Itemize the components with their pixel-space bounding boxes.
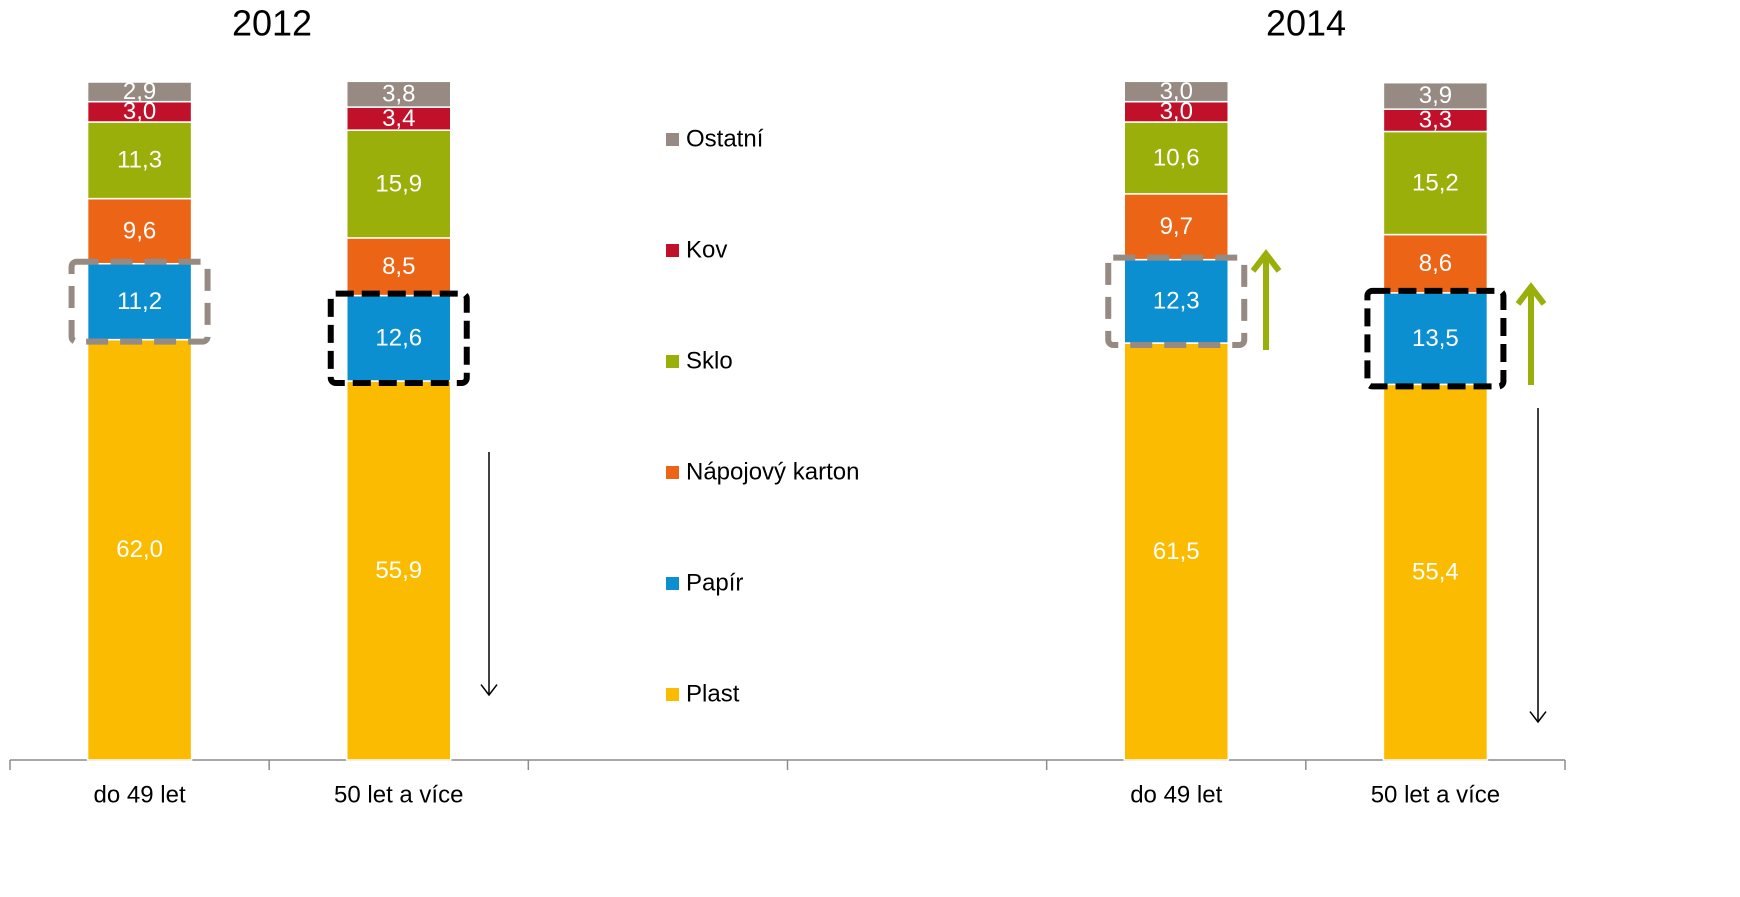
x-tick-label: do 49 let bbox=[1130, 781, 1222, 808]
data-label: 8,5 bbox=[382, 253, 415, 280]
legend-label: Papír bbox=[686, 569, 743, 596]
highlight-box bbox=[1105, 254, 1248, 349]
data-label: 15,2 bbox=[1412, 169, 1459, 196]
legend-swatch bbox=[666, 577, 679, 590]
data-label: 10,6 bbox=[1153, 144, 1200, 171]
data-label: 11,3 bbox=[117, 147, 162, 174]
bar-segment bbox=[86, 121, 193, 200]
legend-label: Ostatní bbox=[686, 125, 764, 152]
highlight-box bbox=[327, 290, 470, 386]
bar-segment bbox=[86, 81, 193, 103]
bar-segment bbox=[346, 80, 452, 108]
data-label: 11,2 bbox=[117, 288, 162, 315]
data-label: 3,4 bbox=[382, 105, 415, 132]
group-title: 2014 bbox=[1266, 3, 1346, 44]
bar-segment bbox=[1382, 81, 1489, 110]
bar-segment bbox=[1382, 130, 1489, 236]
data-label: 3,8 bbox=[382, 81, 415, 108]
arrow-head bbox=[1529, 711, 1547, 724]
legend-swatch bbox=[666, 133, 679, 146]
data-label: 2,9 bbox=[123, 78, 156, 105]
data-label: 9,7 bbox=[1160, 213, 1193, 240]
data-label: 9,6 bbox=[123, 218, 156, 245]
data-label: 12,3 bbox=[1153, 288, 1200, 315]
bar-segment bbox=[86, 338, 193, 761]
arrow-head bbox=[1515, 282, 1547, 306]
bar-segment bbox=[346, 380, 452, 761]
bar-segment bbox=[1123, 80, 1229, 103]
bar-segment bbox=[346, 129, 452, 239]
bar-segment bbox=[1123, 342, 1229, 761]
bar-segment bbox=[346, 294, 452, 382]
x-tick-label: 50 let a více bbox=[334, 781, 463, 808]
data-label: 55,4 bbox=[1412, 559, 1459, 586]
legend-swatch bbox=[666, 355, 679, 368]
highlight-box bbox=[1364, 287, 1507, 390]
legend-label: Kov bbox=[686, 236, 727, 263]
bar-segment bbox=[1123, 193, 1229, 261]
legend-label: Plast bbox=[686, 680, 740, 707]
legend-swatch bbox=[666, 466, 679, 479]
legend-label: Nápojový karton bbox=[686, 458, 859, 485]
legend-swatch bbox=[666, 244, 679, 257]
legend-swatch bbox=[666, 688, 679, 701]
data-label: 3,3 bbox=[1419, 107, 1452, 134]
group-title: 2012 bbox=[232, 3, 312, 44]
arrow-head bbox=[1250, 249, 1282, 273]
legend-label: Sklo bbox=[686, 347, 733, 374]
bar-segment bbox=[86, 197, 193, 265]
data-label: 3,9 bbox=[1419, 82, 1452, 109]
data-label: 8,6 bbox=[1419, 250, 1452, 277]
x-tick-label: 50 let a více bbox=[1371, 781, 1500, 808]
data-label: 3,0 bbox=[123, 98, 156, 125]
data-label: 3,0 bbox=[1160, 78, 1193, 105]
data-label: 55,9 bbox=[375, 557, 422, 584]
data-label: 3,0 bbox=[1160, 98, 1193, 125]
bar-segment bbox=[1382, 383, 1489, 761]
data-label: 12,6 bbox=[375, 325, 422, 352]
highlight-box bbox=[68, 258, 211, 345]
bar-segment bbox=[1123, 258, 1229, 344]
x-tick-label: do 49 let bbox=[94, 781, 186, 808]
data-label: 61,5 bbox=[1153, 538, 1200, 565]
bar-segment bbox=[1382, 233, 1489, 294]
bar-segment bbox=[1123, 121, 1229, 195]
data-label: 15,9 bbox=[375, 170, 422, 197]
data-label: 62,0 bbox=[116, 536, 163, 563]
arrow-head bbox=[480, 684, 498, 697]
data-label: 13,5 bbox=[1412, 325, 1459, 352]
